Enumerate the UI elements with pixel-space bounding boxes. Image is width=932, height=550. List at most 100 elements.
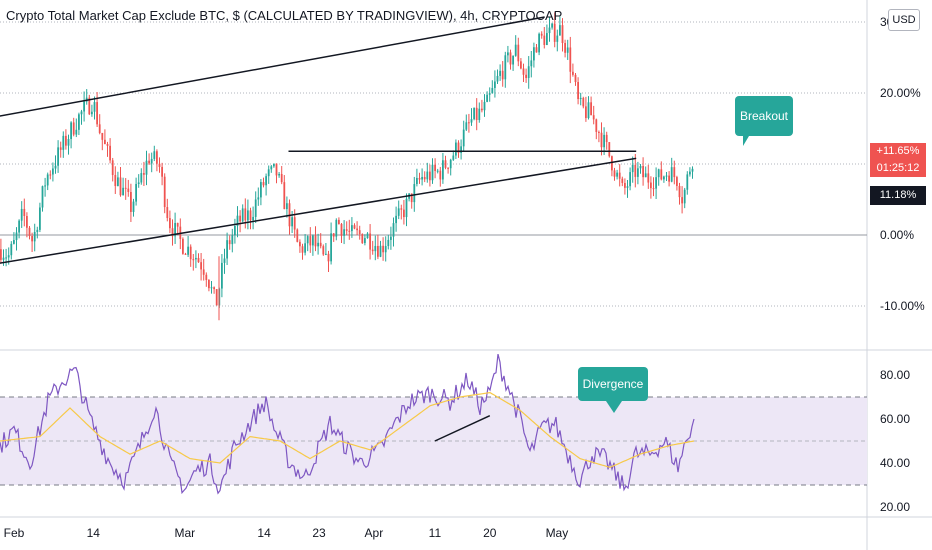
candle-body bbox=[455, 142, 457, 156]
candle-body bbox=[280, 173, 283, 183]
candle-body bbox=[400, 208, 403, 210]
level-tag: 11.18% bbox=[870, 186, 926, 205]
time-tick-label: 14 bbox=[87, 526, 101, 540]
candle-body bbox=[137, 182, 140, 184]
candle-body bbox=[572, 71, 574, 75]
candle-body bbox=[166, 207, 169, 219]
candle-body bbox=[26, 216, 28, 228]
candle-body bbox=[384, 246, 387, 253]
candle-body bbox=[530, 60, 533, 67]
candle-body bbox=[673, 167, 676, 178]
candle-body bbox=[621, 178, 624, 183]
candle-body bbox=[364, 238, 366, 244]
candle-body bbox=[335, 219, 338, 237]
candle-body bbox=[332, 233, 335, 237]
candle-body bbox=[356, 228, 358, 231]
candle-body bbox=[382, 245, 384, 253]
price-candles bbox=[0, 12, 694, 321]
candle-body bbox=[314, 235, 317, 247]
candle-body bbox=[49, 174, 52, 176]
time-tick-label: 14 bbox=[257, 526, 271, 540]
candle-body bbox=[410, 193, 413, 203]
candle-body bbox=[239, 215, 241, 222]
candle-body bbox=[57, 147, 59, 166]
candle-body bbox=[23, 208, 26, 217]
candle-body bbox=[140, 173, 143, 183]
candle-body bbox=[54, 165, 57, 169]
candle-body bbox=[330, 233, 332, 262]
candle-body bbox=[111, 160, 114, 176]
candle-body bbox=[127, 188, 130, 193]
candle-body bbox=[447, 167, 449, 169]
candle-body bbox=[114, 175, 117, 187]
rsi-band bbox=[0, 396, 867, 486]
candle-body bbox=[322, 246, 325, 255]
candle-body bbox=[491, 87, 494, 94]
candle-body bbox=[652, 188, 655, 190]
candle-body bbox=[442, 160, 444, 180]
rsi-ma-line bbox=[0, 391, 695, 469]
breakout-callout: Breakout bbox=[735, 96, 793, 146]
candle-body bbox=[405, 198, 408, 218]
candle-body bbox=[189, 246, 192, 260]
price-tick-label: 20.00% bbox=[880, 86, 921, 100]
candle-body bbox=[299, 241, 301, 247]
candle-body bbox=[543, 35, 546, 45]
candle-body bbox=[109, 145, 111, 161]
candle-body bbox=[176, 222, 179, 227]
candle-body bbox=[470, 119, 473, 123]
candle-body bbox=[494, 81, 496, 88]
candle-body bbox=[278, 173, 280, 176]
candle-body bbox=[392, 223, 395, 237]
candle-body bbox=[13, 240, 15, 244]
candle-body bbox=[439, 170, 442, 180]
trend-line bbox=[0, 16, 545, 117]
candle-body bbox=[481, 108, 483, 111]
candle-body bbox=[215, 289, 218, 306]
candle-body bbox=[161, 166, 163, 177]
candle-body bbox=[52, 168, 54, 175]
candle-body bbox=[267, 169, 270, 177]
candle-body bbox=[309, 236, 312, 246]
rsi-tick-label: 80.00 bbox=[880, 368, 910, 382]
candle-body bbox=[670, 167, 673, 182]
candle-body bbox=[10, 243, 13, 256]
candle-body bbox=[603, 134, 605, 148]
candle-body bbox=[585, 106, 587, 119]
candle-body bbox=[486, 94, 488, 102]
candle-body bbox=[501, 70, 504, 80]
candle-body bbox=[509, 52, 512, 65]
candle-body bbox=[117, 177, 119, 187]
candle-body bbox=[78, 114, 80, 130]
candle-body bbox=[283, 182, 286, 210]
candle-body bbox=[561, 25, 564, 43]
candle-body bbox=[195, 257, 197, 260]
candle-body bbox=[247, 210, 249, 221]
candle-body bbox=[270, 166, 273, 170]
candle-body bbox=[182, 238, 184, 254]
candle-body bbox=[533, 47, 535, 61]
candle-body bbox=[244, 208, 247, 221]
candle-body bbox=[590, 102, 592, 116]
candle-body bbox=[452, 155, 455, 160]
candle-body bbox=[88, 97, 91, 115]
price-tick-label: 0.00% bbox=[880, 228, 914, 242]
candle-body bbox=[371, 249, 374, 252]
candle-body bbox=[457, 142, 460, 153]
candle-body bbox=[647, 173, 650, 183]
candle-body bbox=[262, 182, 265, 186]
candle-body bbox=[507, 52, 509, 56]
candle-body bbox=[20, 208, 23, 221]
time-tick-label: 23 bbox=[312, 526, 326, 540]
trend-line bbox=[0, 157, 637, 264]
candle-body bbox=[325, 253, 327, 255]
rsi-line bbox=[0, 353, 695, 495]
currency-button[interactable]: USD bbox=[888, 9, 920, 31]
candle-body bbox=[104, 139, 106, 145]
candle-body bbox=[527, 66, 530, 79]
candle-body bbox=[130, 192, 132, 212]
rsi-tick-label: 40.00 bbox=[880, 456, 910, 470]
candle-body bbox=[639, 166, 642, 169]
